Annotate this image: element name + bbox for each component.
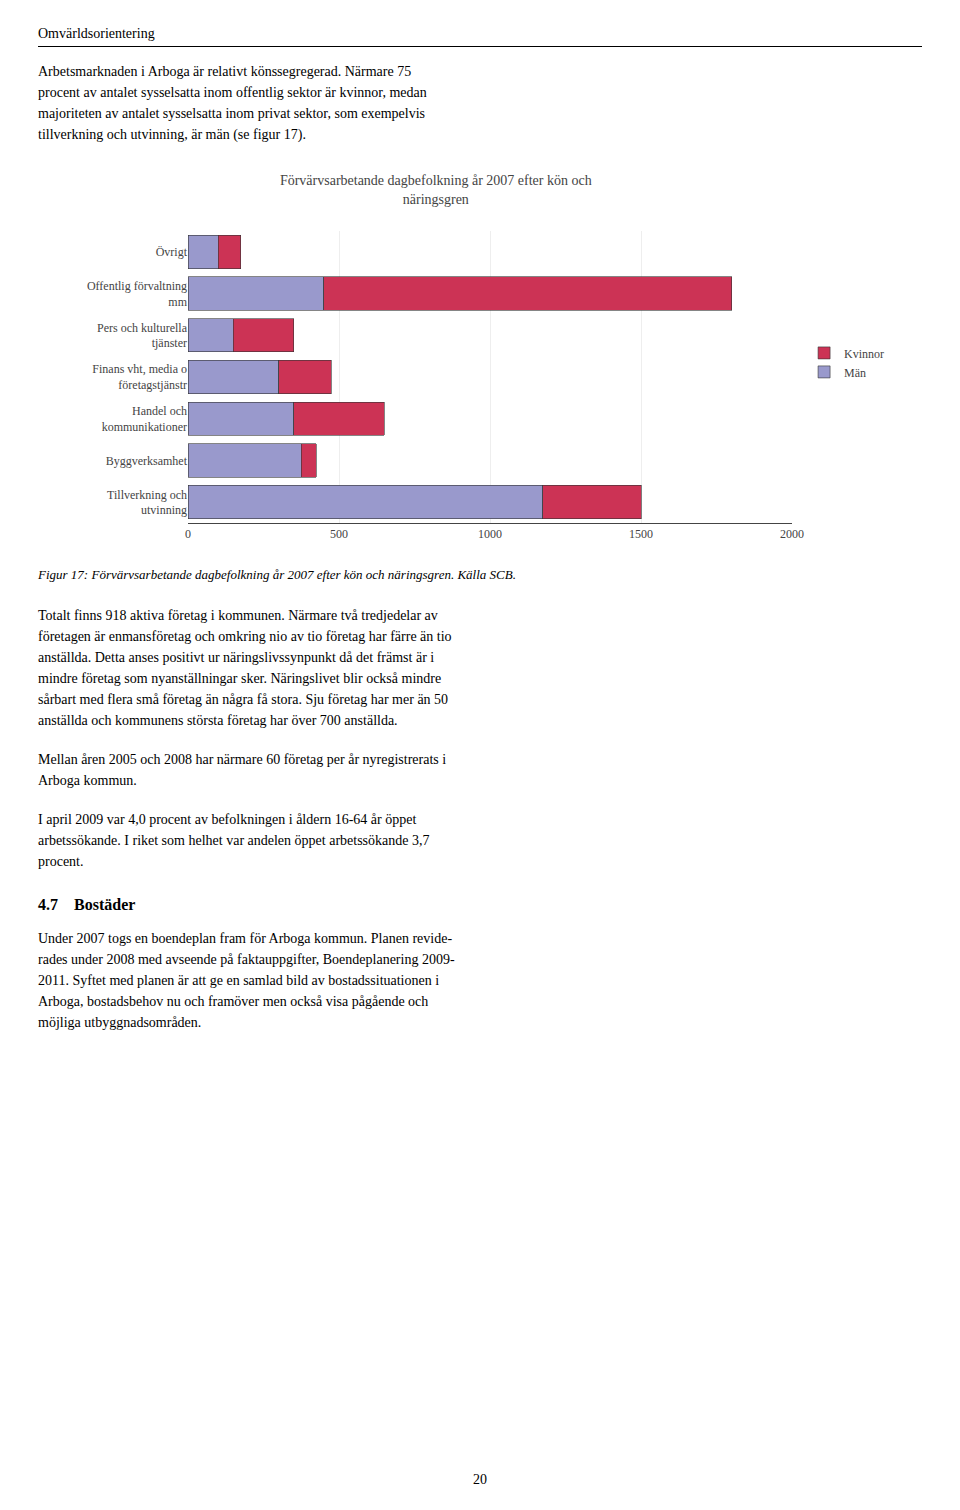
svg-text:Finans vht, media oföretagstjä: Finans vht, media oföretagstjänstr	[92, 362, 187, 392]
html-text:4.7 Bostäder: 4.7 Bostäder	[38, 896, 136, 913]
html-text:Omvärldsorientering: Omvärldsorientering	[38, 26, 155, 41]
html-text:Totalt finns 918 aktiva företa: Totalt finns 918 aktiva företag i kommun…	[38, 608, 452, 728]
html-text:20: 20	[473, 1472, 487, 1487]
html-text:Figur 17: Förvärvsarbetande da: Figur 17: Förvärvsarbetande dagbefolknin…	[38, 567, 516, 582]
svg-text:Handel ochkommunikationer: Handel ochkommunikationer	[102, 404, 187, 434]
svg-text:2000: 2000	[780, 527, 804, 541]
svg-text:Byggverksamhet: Byggverksamhet	[106, 454, 188, 468]
html-text:Under 2007 togs en boendeplan: Under 2007 togs en boendeplan fram för A…	[38, 931, 455, 1030]
svg-text:1000: 1000	[478, 527, 502, 541]
svg-text:0: 0	[185, 527, 191, 541]
svg-text:Tillverkning ochutvinning: Tillverkning ochutvinning	[107, 488, 187, 518]
svg-text:Män: Män	[844, 366, 866, 380]
svg-text:Pers och kulturellatjänster: Pers och kulturellatjänster	[97, 321, 188, 351]
svg-text:500: 500	[330, 527, 348, 541]
html-text:Arbetsmarknaden i Arboga är re: Arbetsmarknaden i Arboga är relativt kön…	[38, 64, 427, 142]
svg-text:1500: 1500	[629, 527, 653, 541]
svg-text:Offentlig förvaltningmm: Offentlig förvaltningmm	[87, 279, 188, 309]
svg-text:Kvinnor: Kvinnor	[844, 347, 884, 361]
svg-text:Förvärvsarbetande dagbefolknin: Förvärvsarbetande dagbefolkning år 2007 …	[280, 173, 592, 206]
html-text:I april 2009 var 4,0 procent a: I april 2009 var 4,0 procent av befolkni…	[38, 812, 430, 869]
html-text:Mellan åren 2005 och 2008 har: Mellan åren 2005 och 2008 har närmare 60…	[38, 752, 447, 788]
svg-text:Övrigt: Övrigt	[156, 245, 188, 259]
